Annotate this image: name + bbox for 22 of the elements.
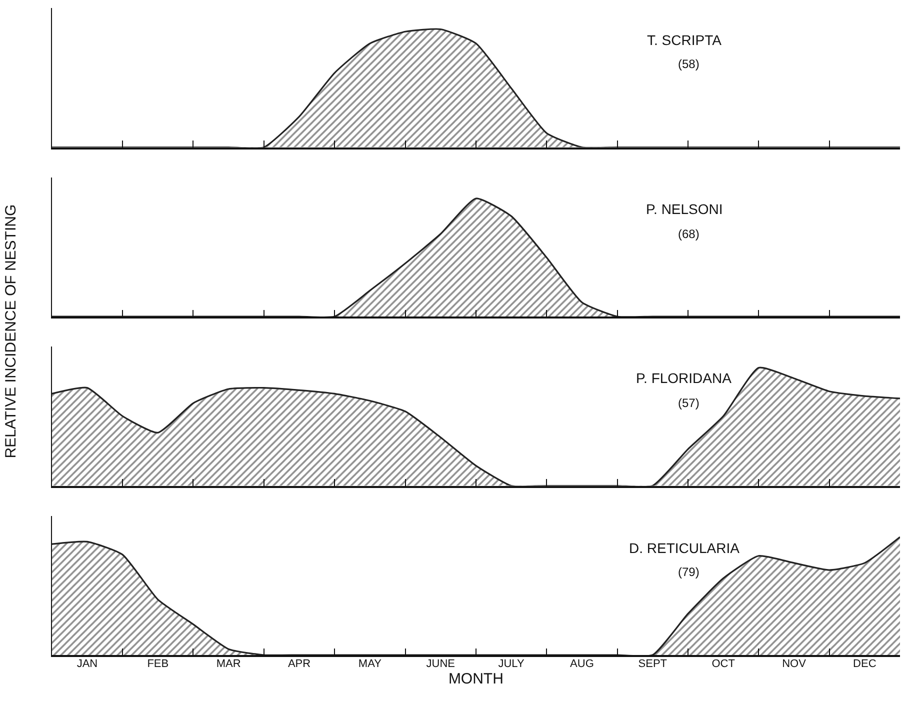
x-axis-title: MONTH — [448, 670, 504, 688]
x-tick-label: AUG — [570, 658, 594, 670]
x-tick-label: APR — [288, 658, 311, 670]
x-tick-label: SEPT — [638, 658, 668, 670]
x-tick-label: JULY — [498, 658, 525, 670]
x-tick-label: JAN — [76, 658, 98, 670]
chart-title: T. SCRIPTA — [647, 32, 722, 48]
y-axis-title: RELATIVE INCIDENCE OF NESTING — [2, 204, 20, 458]
x-tick-label: NOV — [782, 658, 807, 670]
chart-title: P. FLORIDANA — [636, 370, 732, 386]
x-tick-label: MAR — [216, 658, 241, 670]
x-tick-label: FEB — [147, 658, 169, 670]
chart-title: D. RETICULARIA — [629, 540, 740, 556]
text: (68) — [678, 227, 700, 241]
x-tick-label: JUNE — [426, 658, 455, 670]
chart-title: P. NELSONI — [646, 201, 723, 217]
text: (57) — [678, 396, 700, 410]
x-tick-label: MAY — [358, 658, 382, 670]
x-tick-label: OCT — [712, 658, 736, 670]
text: (58) — [678, 57, 700, 71]
x-tick-label: DEC — [853, 658, 876, 670]
text: (79) — [678, 565, 700, 579]
